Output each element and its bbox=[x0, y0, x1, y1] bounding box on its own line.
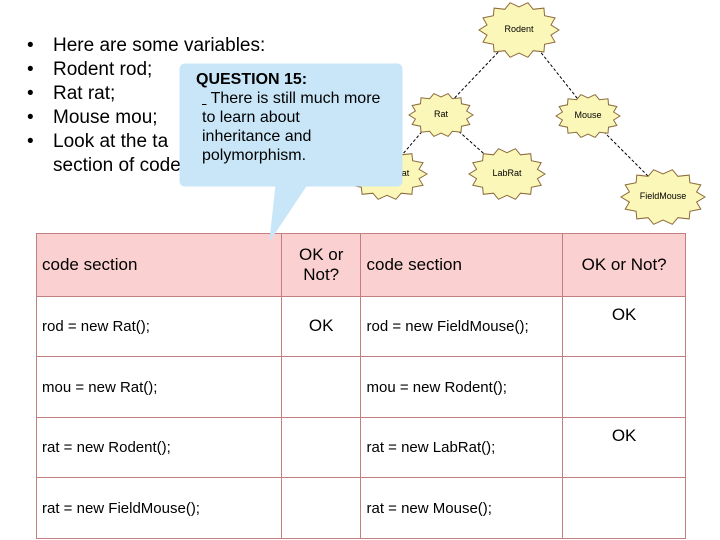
hierarchy-node-mouse bbox=[555, 93, 621, 139]
bullet-continuation: section of code bbox=[53, 155, 181, 176]
callout-text: QUESTION 15: There is still much more to… bbox=[186, 70, 396, 165]
bullet-item: • Mouse mou; bbox=[27, 107, 158, 128]
callout-line: inheritance and bbox=[202, 128, 312, 145]
hierarchy-label-mouse: Mouse bbox=[574, 110, 602, 120]
header-ok-1: OK or Not? bbox=[280, 233, 362, 297]
hierarchy-node-rodent bbox=[478, 2, 560, 58]
table-header-row: code section OK or Not? code section OK … bbox=[36, 233, 686, 297]
hierarchy-label-field: FieldMouse bbox=[639, 191, 687, 201]
hierarchy-label-rat: Rat bbox=[433, 109, 448, 119]
callout-line: There is still much more bbox=[206, 90, 381, 107]
bullet-item: • Rat rat; bbox=[27, 83, 116, 104]
code-cell: rat = new Rodent(); bbox=[36, 416, 282, 479]
hierarchy-label-rodent: Rodent bbox=[504, 24, 534, 34]
callout-title: QUESTION 15: bbox=[196, 71, 308, 88]
ok-cell: OK bbox=[280, 295, 362, 358]
bullet-item: • Rodent rod; bbox=[27, 59, 153, 80]
bullet-item: • Here are some variables: bbox=[27, 35, 266, 56]
hierarchy-node-field bbox=[620, 169, 706, 225]
assignment-table: code section OK or Not? code section OK … bbox=[36, 233, 686, 539]
code-cell: rod = new FieldMouse(); bbox=[360, 295, 564, 358]
code-cell: rod = new Rat(); bbox=[36, 295, 282, 358]
header-code-section-2: code section bbox=[360, 233, 564, 297]
ok-cell bbox=[562, 477, 686, 539]
ok-cell bbox=[280, 477, 362, 539]
code-cell: rat = new Mouse(); bbox=[360, 477, 564, 539]
table-row: mou = new Rat(); mou = new Rodent(); bbox=[36, 356, 686, 418]
ok-cell bbox=[280, 416, 362, 479]
hierarchy-node-lab bbox=[468, 148, 546, 200]
code-cell: mou = new Rat(); bbox=[36, 356, 282, 418]
hierarchy-node-rat bbox=[408, 92, 474, 138]
header-ok-2: OK or Not? bbox=[562, 233, 686, 297]
table-row: rod = new Rat(); OK rod = new FieldMouse… bbox=[36, 295, 686, 358]
header-code-section-1: code section bbox=[36, 233, 282, 297]
table-row: rat = new FieldMouse(); rat = new Mouse(… bbox=[36, 477, 686, 539]
code-cell: mou = new Rodent(); bbox=[360, 356, 564, 418]
code-cell: rat = new FieldMouse(); bbox=[36, 477, 282, 539]
ok-cell bbox=[562, 356, 686, 418]
callout-line: to learn about bbox=[202, 109, 300, 126]
ok-cell: OK bbox=[562, 416, 686, 479]
code-cell: rat = new LabRat(); bbox=[360, 416, 564, 479]
ok-cell: OK bbox=[562, 295, 686, 358]
hierarchy-label-lab: LabRat bbox=[492, 168, 522, 178]
bullet-item: • Look at the ta bbox=[27, 131, 169, 152]
variable-bullet-list: • Here are some variables: • Rodent rod; •… bbox=[25, 34, 385, 178]
callout-line: polymorphism. bbox=[202, 147, 307, 164]
ok-cell bbox=[280, 356, 362, 418]
table-row: rat = new Rodent(); rat = new LabRat(); … bbox=[36, 416, 686, 479]
